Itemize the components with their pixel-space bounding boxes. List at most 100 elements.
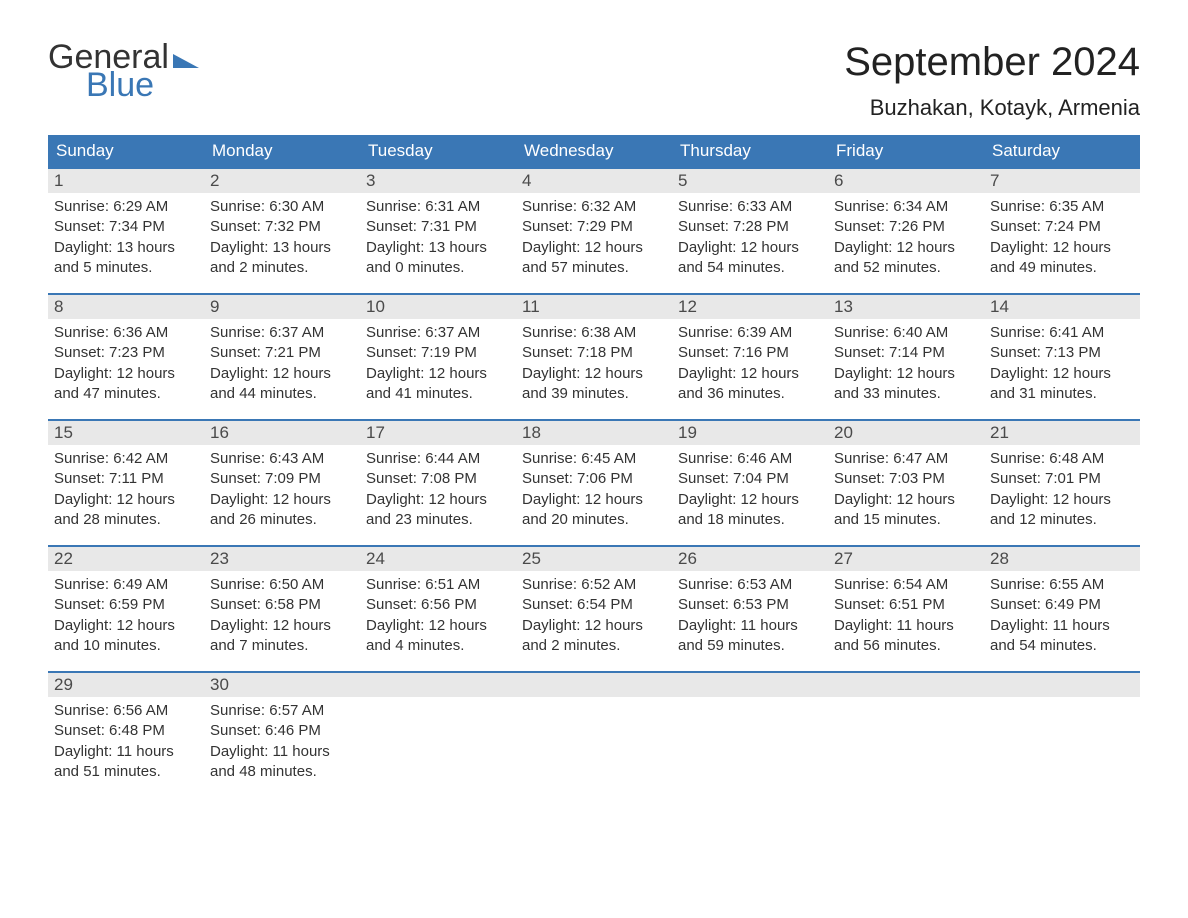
sunset-line: Sunset: 6:58 PM xyxy=(210,595,354,615)
daylight-line: and 36 minutes. xyxy=(678,384,822,404)
daylight-line: Daylight: 13 hours xyxy=(210,238,354,258)
day-number: 18 xyxy=(516,421,672,445)
daylight-line: and 44 minutes. xyxy=(210,384,354,404)
sunset-line: Sunset: 7:26 PM xyxy=(834,217,978,237)
daylight-line: and 18 minutes. xyxy=(678,510,822,530)
daylight-line: Daylight: 12 hours xyxy=(990,490,1134,510)
col-saturday: Saturday xyxy=(984,135,1140,168)
month-title: September 2024 xyxy=(844,40,1140,85)
day-data: Sunrise: 6:33 AMSunset: 7:28 PMDaylight:… xyxy=(672,193,828,278)
daylight-line: Daylight: 12 hours xyxy=(210,490,354,510)
day-cell xyxy=(672,672,828,798)
day-cell: 21Sunrise: 6:48 AMSunset: 7:01 PMDayligh… xyxy=(984,420,1140,546)
daylight-line: and 56 minutes. xyxy=(834,636,978,656)
day-cell: 18Sunrise: 6:45 AMSunset: 7:06 PMDayligh… xyxy=(516,420,672,546)
day-number: 25 xyxy=(516,547,672,571)
day-data: Sunrise: 6:42 AMSunset: 7:11 PMDaylight:… xyxy=(48,445,204,530)
sunset-line: Sunset: 7:13 PM xyxy=(990,343,1134,363)
daylight-line: Daylight: 12 hours xyxy=(834,490,978,510)
day-data: Sunrise: 6:39 AMSunset: 7:16 PMDaylight:… xyxy=(672,319,828,404)
day-cell: 3Sunrise: 6:31 AMSunset: 7:31 PMDaylight… xyxy=(360,168,516,294)
daylight-line: Daylight: 12 hours xyxy=(54,616,198,636)
sunrise-line: Sunrise: 6:44 AM xyxy=(366,449,510,469)
daylight-line: and 26 minutes. xyxy=(210,510,354,530)
daylight-line: and 52 minutes. xyxy=(834,258,978,278)
sunrise-line: Sunrise: 6:48 AM xyxy=(990,449,1134,469)
day-number: 23 xyxy=(204,547,360,571)
daylight-line: and 49 minutes. xyxy=(990,258,1134,278)
day-data: Sunrise: 6:45 AMSunset: 7:06 PMDaylight:… xyxy=(516,445,672,530)
sunrise-line: Sunrise: 6:54 AM xyxy=(834,575,978,595)
day-data: Sunrise: 6:31 AMSunset: 7:31 PMDaylight:… xyxy=(360,193,516,278)
daylight-line: and 51 minutes. xyxy=(54,762,198,782)
day-cell: 27Sunrise: 6:54 AMSunset: 6:51 PMDayligh… xyxy=(828,546,984,672)
sunset-line: Sunset: 7:23 PM xyxy=(54,343,198,363)
sunset-line: Sunset: 7:24 PM xyxy=(990,217,1134,237)
daylight-line: and 39 minutes. xyxy=(522,384,666,404)
daylight-line: and 59 minutes. xyxy=(678,636,822,656)
empty-day-band xyxy=(984,673,1140,697)
day-data: Sunrise: 6:54 AMSunset: 6:51 PMDaylight:… xyxy=(828,571,984,656)
daylight-line: Daylight: 12 hours xyxy=(522,364,666,384)
day-cell: 6Sunrise: 6:34 AMSunset: 7:26 PMDaylight… xyxy=(828,168,984,294)
daylight-line: and 23 minutes. xyxy=(366,510,510,530)
daylight-line: Daylight: 12 hours xyxy=(990,238,1134,258)
day-cell: 5Sunrise: 6:33 AMSunset: 7:28 PMDaylight… xyxy=(672,168,828,294)
empty-day-band xyxy=(516,673,672,697)
day-number: 21 xyxy=(984,421,1140,445)
day-number: 6 xyxy=(828,169,984,193)
daylight-line: and 54 minutes. xyxy=(678,258,822,278)
sunrise-line: Sunrise: 6:45 AM xyxy=(522,449,666,469)
week-row: 8Sunrise: 6:36 AMSunset: 7:23 PMDaylight… xyxy=(48,294,1140,420)
col-friday: Friday xyxy=(828,135,984,168)
sunset-line: Sunset: 7:19 PM xyxy=(366,343,510,363)
sunset-line: Sunset: 7:16 PM xyxy=(678,343,822,363)
empty-day-band xyxy=(828,673,984,697)
sunset-line: Sunset: 7:28 PM xyxy=(678,217,822,237)
col-monday: Monday xyxy=(204,135,360,168)
day-cell: 15Sunrise: 6:42 AMSunset: 7:11 PMDayligh… xyxy=(48,420,204,546)
day-cell: 12Sunrise: 6:39 AMSunset: 7:16 PMDayligh… xyxy=(672,294,828,420)
daylight-line: and 48 minutes. xyxy=(210,762,354,782)
day-cell: 4Sunrise: 6:32 AMSunset: 7:29 PMDaylight… xyxy=(516,168,672,294)
weekday-header-row: Sunday Monday Tuesday Wednesday Thursday… xyxy=(48,135,1140,168)
day-cell: 16Sunrise: 6:43 AMSunset: 7:09 PMDayligh… xyxy=(204,420,360,546)
sunrise-line: Sunrise: 6:50 AM xyxy=(210,575,354,595)
daylight-line: and 54 minutes. xyxy=(990,636,1134,656)
sunset-line: Sunset: 7:29 PM xyxy=(522,217,666,237)
col-sunday: Sunday xyxy=(48,135,204,168)
sunset-line: Sunset: 7:11 PM xyxy=(54,469,198,489)
day-data: Sunrise: 6:38 AMSunset: 7:18 PMDaylight:… xyxy=(516,319,672,404)
empty-day-band xyxy=(360,673,516,697)
sunrise-line: Sunrise: 6:42 AM xyxy=(54,449,198,469)
sunrise-line: Sunrise: 6:29 AM xyxy=(54,197,198,217)
daylight-line: and 41 minutes. xyxy=(366,384,510,404)
sunset-line: Sunset: 7:31 PM xyxy=(366,217,510,237)
day-number: 26 xyxy=(672,547,828,571)
day-data: Sunrise: 6:37 AMSunset: 7:19 PMDaylight:… xyxy=(360,319,516,404)
sunrise-line: Sunrise: 6:52 AM xyxy=(522,575,666,595)
daylight-line: Daylight: 11 hours xyxy=(54,742,198,762)
sunrise-line: Sunrise: 6:46 AM xyxy=(678,449,822,469)
sunrise-line: Sunrise: 6:32 AM xyxy=(522,197,666,217)
daylight-line: Daylight: 13 hours xyxy=(366,238,510,258)
empty-day-band xyxy=(672,673,828,697)
day-number: 22 xyxy=(48,547,204,571)
sunset-line: Sunset: 7:08 PM xyxy=(366,469,510,489)
day-number: 28 xyxy=(984,547,1140,571)
day-data: Sunrise: 6:37 AMSunset: 7:21 PMDaylight:… xyxy=(204,319,360,404)
day-data: Sunrise: 6:41 AMSunset: 7:13 PMDaylight:… xyxy=(984,319,1140,404)
location-subtitle: Buzhakan, Kotayk, Armenia xyxy=(844,95,1140,121)
day-number: 12 xyxy=(672,295,828,319)
sunrise-line: Sunrise: 6:36 AM xyxy=(54,323,198,343)
daylight-line: Daylight: 12 hours xyxy=(678,490,822,510)
logo: General Blue xyxy=(48,40,199,102)
daylight-line: Daylight: 12 hours xyxy=(366,364,510,384)
day-data: Sunrise: 6:40 AMSunset: 7:14 PMDaylight:… xyxy=(828,319,984,404)
sunrise-line: Sunrise: 6:33 AM xyxy=(678,197,822,217)
day-number: 30 xyxy=(204,673,360,697)
logo-blue-text: Blue xyxy=(86,68,199,102)
sunrise-line: Sunrise: 6:49 AM xyxy=(54,575,198,595)
daylight-line: Daylight: 12 hours xyxy=(210,616,354,636)
day-data: Sunrise: 6:47 AMSunset: 7:03 PMDaylight:… xyxy=(828,445,984,530)
